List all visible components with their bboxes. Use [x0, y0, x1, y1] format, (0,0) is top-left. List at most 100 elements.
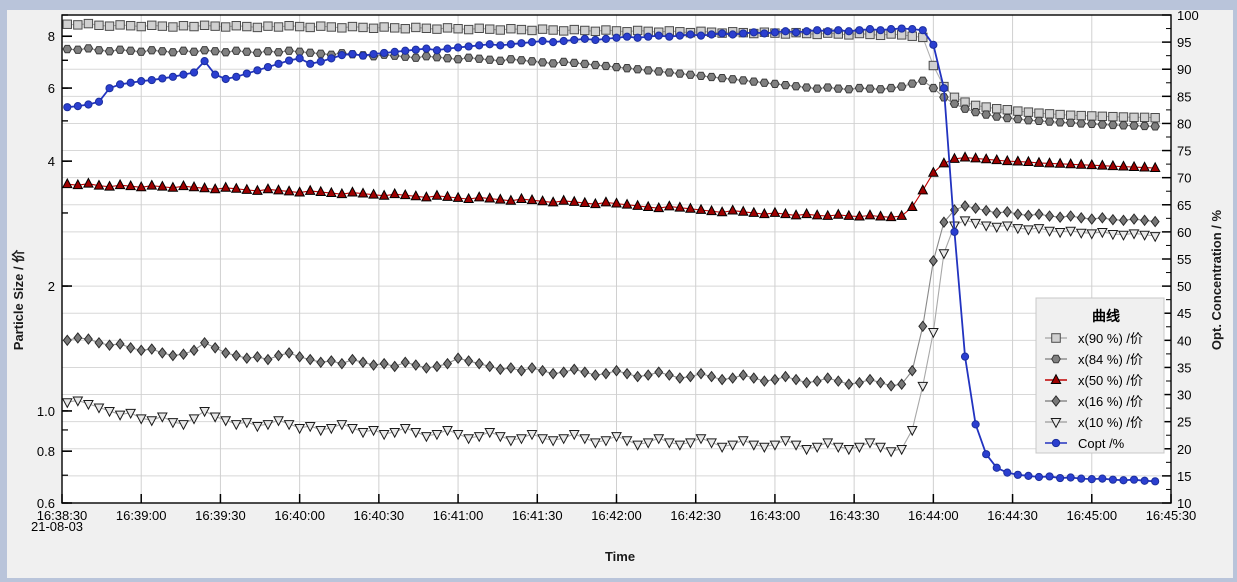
data-point-marker: [442, 54, 453, 63]
series-x-50: [61, 151, 1161, 222]
data-point-marker: [590, 60, 601, 70]
data-point-marker: [294, 21, 305, 32]
data-point-marker: [580, 34, 589, 43]
data-point-marker: [84, 100, 93, 109]
data-point-marker: [126, 341, 136, 354]
data-point-marker: [896, 444, 908, 456]
data-point-marker: [432, 360, 442, 373]
data-point-marker: [918, 26, 927, 35]
data-point-marker: [156, 412, 168, 423]
data-point-marker: [357, 428, 369, 439]
data-point-marker: [400, 24, 410, 34]
y-right-tick-label: 25: [1177, 415, 1191, 430]
legend-item-label: x(90 %) /价: [1078, 331, 1143, 346]
data-point-marker: [875, 210, 886, 221]
data-point-marker: [188, 180, 200, 192]
data-point-marker: [105, 84, 114, 93]
data-point-marker: [758, 207, 770, 219]
data-point-marker: [231, 21, 241, 31]
legend-item-label: x(84 %) /价: [1078, 352, 1143, 367]
data-point-marker: [147, 46, 157, 55]
data-point-marker: [632, 65, 643, 74]
data-point-marker: [759, 375, 769, 387]
data-point-marker: [706, 72, 717, 82]
data-point-marker: [1150, 113, 1160, 123]
data-point-marker: [927, 166, 939, 177]
data-point-marker: [337, 357, 347, 370]
data-point-marker: [1107, 159, 1119, 171]
data-point-marker: [569, 58, 580, 68]
data-point-marker: [611, 62, 622, 72]
data-point-marker: [1002, 205, 1012, 218]
data-point-marker: [1012, 224, 1024, 235]
x-tick-label: 16:45:00: [1066, 508, 1117, 523]
data-point-marker: [380, 48, 389, 58]
data-point-marker: [579, 434, 591, 445]
data-point-marker: [971, 420, 980, 429]
legend-item-copt[interactable]: Copt /%: [1045, 436, 1125, 451]
data-point-marker: [1096, 159, 1108, 170]
data-point-marker: [368, 23, 379, 33]
data-point-marker: [1002, 113, 1013, 123]
y-right-tick-label: 70: [1177, 171, 1191, 186]
data-point-marker: [453, 352, 463, 365]
data-point-marker: [537, 434, 548, 445]
data-point-marker: [980, 221, 992, 232]
legend-item-label: x(10 %) /价: [1078, 415, 1143, 430]
data-point-marker: [304, 184, 316, 195]
data-point-marker: [832, 208, 844, 219]
legend-item-x-16[interactable]: x(16 %) /价: [1045, 394, 1143, 409]
data-point-marker: [484, 192, 496, 203]
data-point-marker: [664, 369, 674, 381]
data-point-marker: [548, 59, 558, 68]
data-point-marker: [876, 26, 885, 35]
data-point-marker: [358, 51, 368, 60]
legend-item-label: Copt /%: [1078, 436, 1125, 451]
data-point-marker: [600, 436, 612, 447]
y-right-tick-label: 10: [1177, 496, 1191, 511]
data-point-marker: [1023, 107, 1034, 117]
data-point-marker: [832, 442, 844, 453]
particle-size-chart[interactable]: 0.6 0.8 1.0 2 4 6 8 10 15 20 25 30 35 40 45 50 55 60 65 70 7…: [7, 10, 1233, 578]
data-point-marker: [305, 22, 315, 33]
legend[interactable]: 曲线 x(90 %) /价 x(84 %) /价 x(50 %) /价 x(16 %) …: [1035, 297, 1165, 454]
legend-item-x-50[interactable]: x(50 %) /价: [1045, 373, 1143, 388]
data-point-marker: [929, 40, 938, 49]
legend-item-x-10[interactable]: x(10 %) /价: [1045, 415, 1143, 430]
legend-box[interactable]: [1035, 297, 1165, 454]
legend-item-x-90[interactable]: x(90 %) /价: [1045, 331, 1143, 346]
series-copt: [63, 24, 1160, 486]
data-point-marker: [474, 357, 484, 370]
data-point-marker: [400, 356, 410, 369]
data-point-marker: [674, 201, 686, 212]
data-point-marker: [908, 24, 917, 34]
data-point-marker: [1051, 395, 1061, 407]
data-point-marker: [707, 30, 716, 39]
data-point-marker: [230, 182, 242, 193]
data-point-marker: [378, 430, 390, 441]
data-point-marker: [378, 189, 390, 200]
data-point-marker: [473, 432, 485, 443]
data-point-marker: [263, 62, 273, 72]
data-point-marker: [959, 216, 971, 227]
data-point-marker: [315, 49, 326, 58]
data-point-marker: [136, 21, 146, 32]
data-point-marker: [1054, 157, 1066, 168]
data-point-marker: [611, 197, 622, 208]
data-point-marker: [210, 341, 220, 354]
data-point-marker: [822, 209, 834, 220]
data-point-marker: [1045, 472, 1054, 481]
legend-item-x-84[interactable]: x(84 %) /价: [1045, 352, 1143, 367]
data-point-marker: [526, 193, 538, 205]
y-right-tick-label: 55: [1177, 252, 1191, 267]
data-point-marker: [168, 72, 177, 81]
data-point-marker: [443, 44, 452, 53]
data-point-marker: [907, 31, 917, 41]
data-point-marker: [696, 367, 706, 380]
data-point-marker: [844, 378, 854, 391]
data-point-marker: [854, 210, 865, 221]
data-point-marker: [927, 328, 939, 339]
data-point-marker: [748, 206, 760, 217]
data-point-marker: [73, 332, 83, 344]
data-series-layer: [61, 18, 1161, 486]
